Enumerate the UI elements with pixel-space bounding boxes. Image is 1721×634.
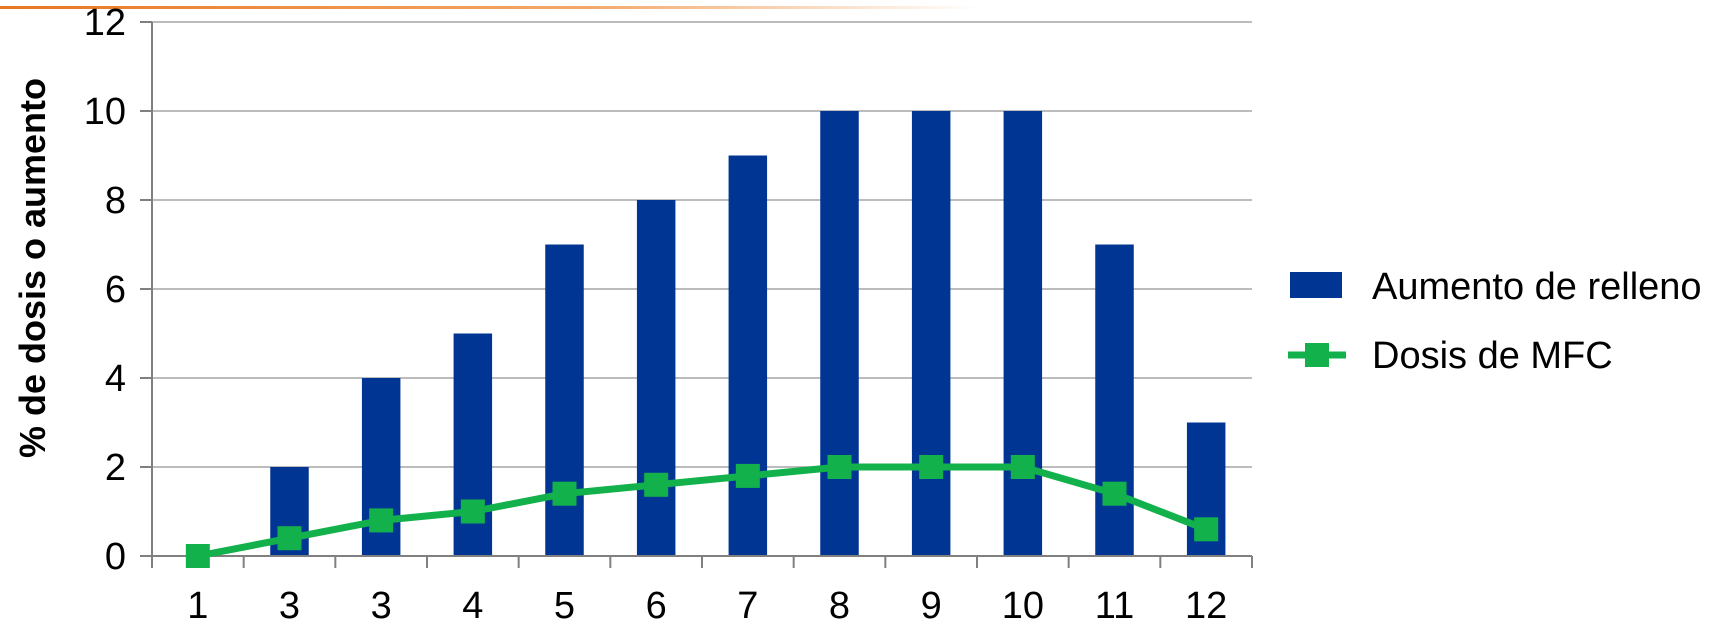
line-marker (1010, 455, 1035, 479)
line-series (185, 455, 1219, 568)
y-tick-label: 2 (105, 447, 126, 489)
line-marker (369, 508, 394, 533)
x-tick-label: 7 (737, 585, 758, 627)
line-marker (552, 481, 577, 506)
legend-line-label: Dosis de MFC (1372, 335, 1613, 377)
bar (1095, 244, 1134, 556)
legend-bar-swatch (1290, 272, 1342, 298)
y-tick-label: 4 (105, 358, 126, 400)
x-tick-label: 9 (921, 585, 942, 627)
y-tick-labels: 0 2 4 6 8 10 12 (84, 2, 126, 578)
gridlines (152, 21, 1252, 468)
axes (140, 21, 1253, 568)
bar-series (270, 111, 1226, 556)
y-axis-title: % de dosis o aumento (12, 78, 53, 458)
x-tick-labels: 1 3 3 4 5 6 7 8 9 10 11 12 (187, 585, 1227, 627)
legend-bar-label: Aumento de relleno (1372, 266, 1702, 308)
x-tick-label: 11 (1095, 585, 1134, 627)
x-tick-label: 3 (371, 585, 392, 627)
bar (820, 111, 859, 556)
line-marker (735, 463, 760, 488)
line-marker (277, 526, 302, 551)
bar (1003, 111, 1043, 556)
line-marker (919, 455, 944, 479)
bar (545, 244, 584, 556)
x-tick-label: 4 (462, 585, 483, 627)
y-tick-label: 0 (105, 536, 126, 578)
x-tick-label: 1 (187, 585, 208, 627)
line-marker (460, 499, 485, 524)
bar (911, 111, 951, 556)
x-tick-label: 3 (279, 585, 300, 627)
line-marker (1194, 517, 1219, 542)
x-tick-label: 12 (1185, 585, 1227, 627)
y-tick-label: 10 (84, 91, 126, 133)
line-marker (644, 472, 669, 497)
bar (636, 200, 676, 556)
x-tick-label: 10 (1002, 585, 1044, 627)
x-tick-label: 5 (554, 585, 575, 627)
line-path (197, 463, 1208, 560)
line-marker (185, 544, 210, 568)
header-accent-rule (0, 6, 980, 9)
line-marker (1102, 481, 1127, 506)
legend-line-marker (1305, 343, 1329, 367)
x-tick-label: 6 (646, 585, 667, 627)
y-tick-label: 12 (84, 2, 126, 44)
y-tick-label: 6 (105, 269, 126, 311)
legend: Aumento de relleno Dosis de MFC (1288, 266, 1702, 377)
x-tick-label: 8 (829, 585, 850, 627)
line-marker (827, 455, 852, 479)
bar (728, 155, 768, 556)
y-tick-label: 8 (105, 180, 126, 222)
